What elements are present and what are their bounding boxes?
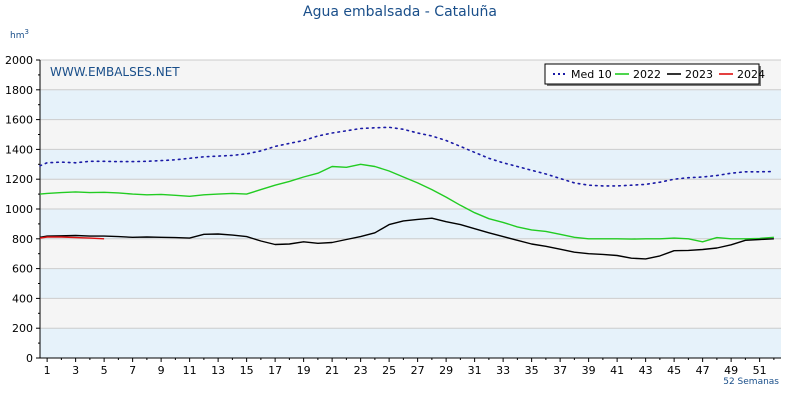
y-tick-label: 1000 <box>5 203 33 216</box>
plot-band <box>40 238 781 269</box>
x-tick-label: 35 <box>525 364 539 377</box>
legend-box <box>544 63 760 85</box>
plot-band <box>40 119 781 150</box>
x-tick-label: 45 <box>667 364 681 377</box>
plot-background <box>40 60 781 358</box>
y-tick-label: 2000 <box>5 54 33 67</box>
x-tick-label: 41 <box>610 364 624 377</box>
x-tick-label: 3 <box>72 364 79 377</box>
x-tick-label: 47 <box>696 364 710 377</box>
x-tick-label: 39 <box>582 364 596 377</box>
y-tick-label: 1600 <box>5 114 33 127</box>
y-tick-label: 0 <box>26 352 33 365</box>
watermark-text: WWW.EMBALSES.NET <box>50 65 180 79</box>
x-tick-label: 15 <box>240 364 254 377</box>
x-tick-label: 33 <box>496 364 510 377</box>
x-tick-label: 5 <box>101 364 108 377</box>
x-tick-label: 9 <box>158 364 165 377</box>
x-tick-label: 43 <box>639 364 653 377</box>
plot-band <box>40 298 781 329</box>
plot-band <box>40 89 781 120</box>
x-tick-label: 49 <box>724 364 738 377</box>
x-axis: 1 3 5 7 9 11 13 15 17 19 21 23 25 27 29 31 33 35 37 39 41 43 4… <box>40 357 781 377</box>
series-line <box>39 163 774 243</box>
plot-band <box>40 149 781 180</box>
y-tick-label: 1400 <box>5 143 33 156</box>
series-line <box>39 126 775 187</box>
y-axis: 0 200 400 600 800 1000 1200 1400 1600 1800 2000 <box>5 54 41 365</box>
chart-title: Agua embalsada - Cataluña <box>303 4 497 20</box>
y-tick-label: 600 <box>12 263 33 276</box>
series-line <box>39 236 105 240</box>
y-unit-label: hm3 <box>10 28 29 41</box>
x-tick-label: 23 <box>354 364 368 377</box>
x-tick-label: 27 <box>411 364 425 377</box>
y-tick-label: 1200 <box>5 173 33 186</box>
series-lines <box>39 126 775 260</box>
x-tick-label: 17 <box>268 364 282 377</box>
x-tick-label: 29 <box>439 364 453 377</box>
series-line <box>39 217 774 260</box>
y-tick-label: 1800 <box>5 84 33 97</box>
plot-band <box>40 209 781 239</box>
x-tick-label: 13 <box>211 364 225 377</box>
legend-label: 2022 <box>633 68 661 81</box>
y-unit-superscript: 3 <box>24 28 28 36</box>
x-tick-label: 21 <box>325 364 339 377</box>
legend-label: 2024 <box>737 68 765 81</box>
x-tick-label: 25 <box>382 364 396 377</box>
plot-band <box>40 268 781 299</box>
plot-band <box>40 328 781 358</box>
legend: Med 10 2022 2023 2024 <box>544 63 765 86</box>
x-footer-label: 52 Semanas <box>723 377 779 387</box>
x-tick-label: 51 <box>753 364 767 377</box>
y-unit-base: hm <box>10 31 24 41</box>
y-tick-label: 400 <box>12 292 33 305</box>
x-tick-label: 19 <box>297 364 311 377</box>
x-tick-label: 37 <box>553 364 567 377</box>
x-tick-label: 31 <box>468 364 482 377</box>
x-tick-label: 11 <box>183 364 197 377</box>
x-tick-label: 7 <box>129 364 136 377</box>
legend-label: Med 10 <box>571 68 612 81</box>
x-tick-label: 1 <box>44 364 51 377</box>
y-tick-label: 200 <box>12 322 33 335</box>
legend-label: 2023 <box>685 68 713 81</box>
y-tick-label: 800 <box>12 233 33 246</box>
